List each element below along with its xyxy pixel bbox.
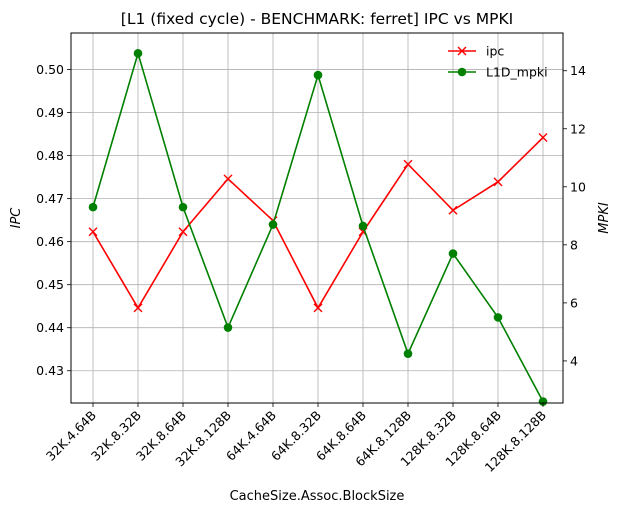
data-point-l1d-mpki [493, 313, 503, 322]
data-point-ipc-stroke [313, 303, 323, 313]
data-point-ipc-stroke [133, 303, 143, 313]
data-point-ipc [313, 303, 323, 313]
data-point-l1d-mpki [313, 70, 323, 80]
legend-label-ipc: ipc [486, 44, 504, 59]
data-point-l1d-mpki [403, 349, 413, 358]
data-point-l1d-mpki [133, 49, 143, 58]
data-point-l1d-mpki [268, 220, 278, 229]
data-point-ipc-stroke [178, 227, 188, 237]
y-left-tick-label: 0.48 [36, 148, 64, 163]
y-right-tick-label: 10 [570, 179, 586, 194]
y-axis-right-label: MPKI [597, 202, 612, 234]
chart-title: [L1 (fixed cycle) - BENCHMARK: ferret] I… [121, 10, 513, 28]
y-left-tick-label: 0.47 [36, 191, 64, 206]
data-point-ipc [178, 227, 188, 237]
y-left-tick-label: 0.46 [36, 234, 64, 249]
legend-marker-ipc-stroke [457, 46, 467, 56]
y-left-tick-label: 0.45 [36, 277, 64, 292]
y-right-tick-label: 8 [570, 237, 578, 252]
y-left-tick-label: 0.43 [36, 363, 64, 378]
y-right-tick-label: 14 [570, 63, 586, 78]
legend-label-l1d-mpki: L1D_mpki [486, 65, 548, 80]
data-point-l1d-mpki [538, 397, 548, 406]
x-axis: 32K.4.64B32K.8.32B32K.8.64B32K.8.128B64K… [43, 403, 549, 475]
y-right-tick-label: 4 [570, 353, 578, 368]
data-point-ipc-stroke [403, 159, 413, 169]
data-point-ipc [403, 159, 413, 169]
y-right-tick-label: 6 [570, 295, 578, 310]
data-point-ipc [448, 205, 458, 215]
data-point-l1d-mpki [88, 202, 98, 212]
y-right-tick-label: 12 [570, 121, 586, 136]
data-point-ipc-stroke [223, 174, 233, 184]
data-point-l1d-mpki [358, 221, 368, 231]
data-point-ipc-stroke [448, 205, 458, 215]
data-point-ipc [538, 133, 548, 143]
data-point-l1d-mpki [223, 323, 233, 332]
grid [71, 33, 563, 403]
series-layer [88, 49, 548, 406]
y-left-tick-label: 0.50 [36, 62, 64, 77]
legend-marker-l1d-mpki [457, 67, 467, 77]
data-point-ipc-stroke [88, 227, 98, 237]
data-point-ipc-stroke [493, 177, 503, 187]
y-axis-right: 4 6 8 10 12 14 [563, 63, 586, 368]
data-point-ipc-stroke [538, 133, 548, 143]
data-point-ipc [223, 174, 233, 184]
legend: ipc L1D_mpki [448, 44, 548, 80]
y-left-tick-label: 0.44 [36, 320, 64, 335]
y-axis-left-label: IPC [9, 207, 24, 229]
data-point-ipc [88, 227, 98, 237]
y-left-tick-label: 0.49 [36, 105, 64, 120]
data-point-ipc [133, 303, 143, 313]
plot-frame [70, 32, 564, 404]
data-point-l1d-mpki [448, 249, 458, 258]
data-point-l1d-mpki [178, 202, 188, 212]
data-point-ipc [493, 177, 503, 187]
x-axis-label: CacheSize.Assoc.BlockSize [230, 489, 405, 504]
y-axis-left: 0.43 0.44 0.45 0.46 0.47 0.48 0.49 0.50 [36, 62, 71, 378]
legend-marker-ipc [457, 46, 467, 56]
